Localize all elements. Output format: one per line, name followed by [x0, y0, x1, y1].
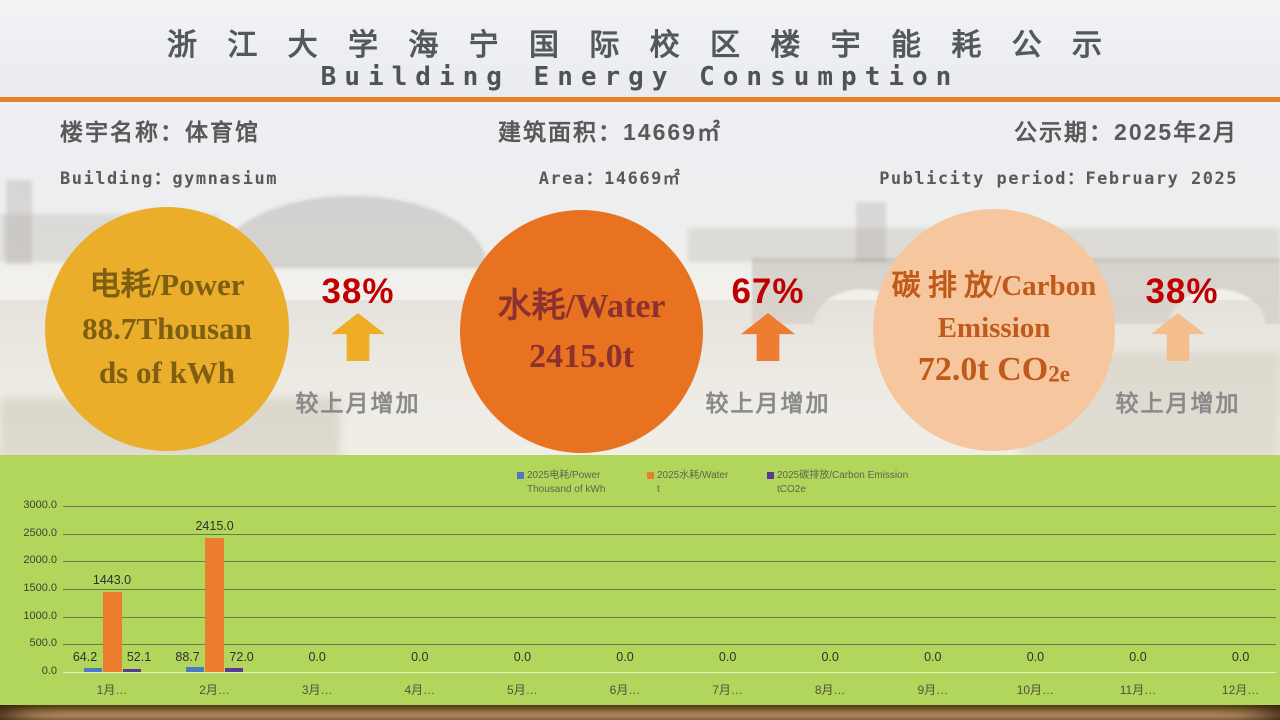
zero-value-label: 0.0 [411, 650, 429, 664]
publicity-period-en: Publicity period：February 2025 [879, 169, 1238, 189]
power-change-note: 较上月增加 [295, 390, 421, 416]
x-tick-label: 12月… [1221, 683, 1260, 697]
bar-carbon [122, 669, 141, 672]
photo-tower-left [6, 180, 32, 264]
legend-entry-power: 2025电耗/Power Thousand of kWh [517, 469, 605, 497]
gridline [63, 506, 1276, 507]
gridline [63, 533, 1276, 535]
x-axis-line [63, 672, 1276, 673]
header: 浙 江 大 学 海 宁 国 际 校 区 楼 宇 能 耗 公 示 Building… [0, 0, 1280, 97]
zero-value-label: 0.0 [1231, 650, 1250, 664]
publicity-period-zh: 公示期：2025年2月 [1014, 119, 1238, 145]
power-kpi-value-1: 88.7Thousan [82, 311, 252, 346]
x-tick-label: 7月… [712, 683, 743, 697]
co2e-subscript: 2e [1048, 361, 1071, 388]
page-title: 浙 江 大 学 海 宁 国 际 校 区 楼 宇 能 耗 公 示 [166, 29, 1114, 62]
zero-value-label: 0.0 [718, 650, 737, 664]
bottom-frame [0, 705, 1280, 720]
bar-value-label: 88.7 [175, 650, 200, 664]
x-tick-label: 6月… [609, 683, 641, 697]
legend-label: 2025水耗/Water t [657, 470, 729, 495]
legend-label: 2025电耗/Power Thousand of kWh [527, 470, 606, 495]
y-tick-label: 1500.0 [23, 582, 57, 594]
carbon-kpi-title-1: 碳 排 放/Carbon [891, 269, 1097, 302]
zero-value-label: 0.0 [308, 650, 326, 664]
zero-value-label: 0.0 [616, 650, 634, 664]
building-name-zh: 楼宇名称：体育馆 [60, 119, 260, 145]
y-tick-label: 3000.0 [23, 499, 57, 511]
gridline [63, 644, 1276, 646]
x-tick-label: 9月… [917, 683, 949, 697]
x-tick-label: 4月… [404, 683, 436, 697]
zero-value-label: 0.0 [1026, 650, 1045, 664]
bar-power [83, 668, 102, 672]
y-tick-label: 2500.0 [23, 526, 57, 539]
x-tick-label: 1月… [96, 683, 128, 697]
building-name-block: 楼宇名称：体育馆 Building：gymnasium [60, 113, 278, 189]
carbon-change-percent: 38% [1145, 272, 1219, 311]
publicity-period-block: 公示期：2025年2月 Publicity period：February 20… [879, 113, 1238, 189]
monthly-energy-bar-chart: 0.0 500.0 1000.0 1500.0 2000.0 2500.0 3000.0 1月… [0, 455, 1280, 705]
x-tick-label: 10月… [1016, 683, 1055, 697]
power-change-percent: 38% [321, 272, 395, 311]
bar-value-label: 64.2 [72, 650, 98, 664]
gridline [63, 561, 1276, 563]
legend-swatch-icon [767, 472, 774, 479]
legend-swatch-icon [517, 472, 524, 479]
bar-value-label: 72.0 [229, 650, 254, 664]
legend-entry-water: 2025水耗/Water t [647, 469, 728, 497]
x-tick-label: 8月… [814, 683, 846, 697]
legend-entry-carbon: 2025碳排放/Carbon Emission tCO2e [767, 469, 908, 497]
building-area-block: 建筑面积：14669㎡ Area：14669㎡ [420, 113, 800, 189]
legend-swatch-icon [647, 472, 654, 479]
carbon-kpi-value: 72.0t CO2e [917, 350, 1071, 388]
y-tick-label: 500.0 [29, 637, 57, 650]
page-subtitle: Building Energy Consumption [320, 62, 960, 92]
carbon-kpi-title-2: Emission [937, 311, 1051, 344]
building-name-en: Building：gymnasium [60, 169, 278, 189]
water-change-note: 较上月增加 [705, 390, 831, 416]
water-change-percent: 67% [731, 272, 805, 311]
bar-value-label: 52.1 [126, 650, 152, 664]
zero-value-label: 0.0 [513, 650, 532, 664]
power-kpi-title: 电耗/Power [89, 267, 245, 302]
x-tick-label: 3月… [301, 683, 333, 697]
legend-label: 2025碳排放/Carbon Emission tCO2e [777, 470, 909, 495]
x-tick-label: 11月… [1119, 683, 1157, 697]
photo-tower-right [856, 202, 886, 262]
zero-value-label: 0.0 [1129, 650, 1147, 664]
carbon-kpi-circle: 碳 排 放/Carbon Emission 72.0t CO2e [873, 209, 1115, 451]
y-tick-label: 2000.0 [23, 554, 57, 567]
bar-power [186, 667, 205, 672]
x-tick-label: 2月… [199, 683, 230, 697]
water-kpi-circle: 水耗/Water 2415.0t [460, 210, 703, 453]
gridline [63, 616, 1276, 618]
y-tick-label: 1000.0 [23, 609, 57, 622]
carbon-change-note: 较上月增加 [1115, 390, 1241, 416]
zero-value-label: 0.0 [821, 650, 839, 664]
water-kpi-value: 2415.0t [529, 337, 634, 375]
zero-value-label: 0.0 [924, 650, 942, 664]
power-kpi-value-2: ds of kWh [98, 355, 236, 390]
bar-carbon [225, 668, 244, 672]
bar-value-label: 1443.0 [92, 573, 132, 588]
power-kpi-circle: 电耗/Power 88.7Thousan ds of kWh [45, 207, 289, 451]
gridline [63, 589, 1276, 590]
x-tick-label: 5月… [507, 683, 538, 697]
building-area-en: Area：14669㎡ [538, 169, 682, 189]
building-area-zh: 建筑面积：14669㎡ [498, 119, 722, 145]
y-tick-label: 0.0 [41, 665, 57, 677]
bar-water [102, 592, 122, 672]
bar-value-label: 2415.0 [195, 519, 234, 534]
bar-water [205, 538, 225, 672]
title-divider [0, 97, 1280, 102]
water-kpi-title: 水耗/Water [497, 287, 666, 325]
